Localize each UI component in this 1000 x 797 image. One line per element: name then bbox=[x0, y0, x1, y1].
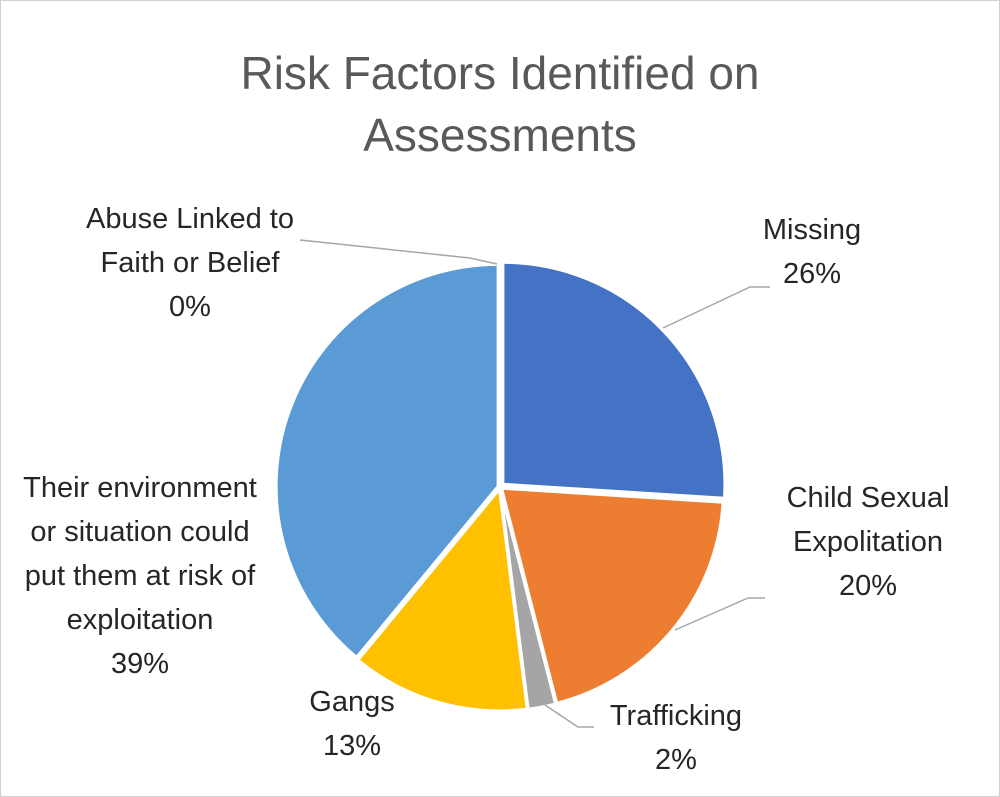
leader-line bbox=[662, 286, 770, 329]
leader-line bbox=[674, 597, 765, 631]
leader-line bbox=[299, 239, 498, 265]
value-label: 13% bbox=[322, 730, 382, 762]
value-label: 2% bbox=[655, 744, 697, 776]
data-label: Child Sexual Expolitation 20% bbox=[768, 476, 968, 608]
pie-slice bbox=[500, 486, 725, 705]
chart-title: Risk Factors Identified on Assessments bbox=[240, 47, 760, 161]
value-label: 20% bbox=[838, 570, 898, 602]
category-label: Child Sexual Expolitation bbox=[786, 482, 950, 558]
category-label: Abuse Linked to Faith or Belief bbox=[86, 203, 294, 279]
data-label: Abuse Linked to Faith or Belief 0% bbox=[80, 197, 300, 329]
category-label: Missing bbox=[762, 214, 862, 246]
category-label: Their environment or situation could put… bbox=[23, 472, 257, 636]
data-label: Trafficking 2% bbox=[576, 694, 776, 782]
pie-slice bbox=[501, 260, 727, 500]
pie-slice bbox=[356, 487, 529, 713]
category-label: Trafficking bbox=[609, 700, 743, 732]
value-label: 39% bbox=[110, 648, 170, 680]
data-label: Missing 26% bbox=[722, 208, 902, 296]
leader-line bbox=[544, 704, 594, 728]
data-label: Their environment or situation could put… bbox=[15, 466, 265, 686]
pie-slice bbox=[274, 262, 500, 659]
category-label: Gangs bbox=[309, 686, 395, 718]
data-label: Gangs 13% bbox=[292, 680, 412, 768]
value-label: 26% bbox=[782, 258, 842, 290]
value-label: 0% bbox=[169, 291, 211, 323]
